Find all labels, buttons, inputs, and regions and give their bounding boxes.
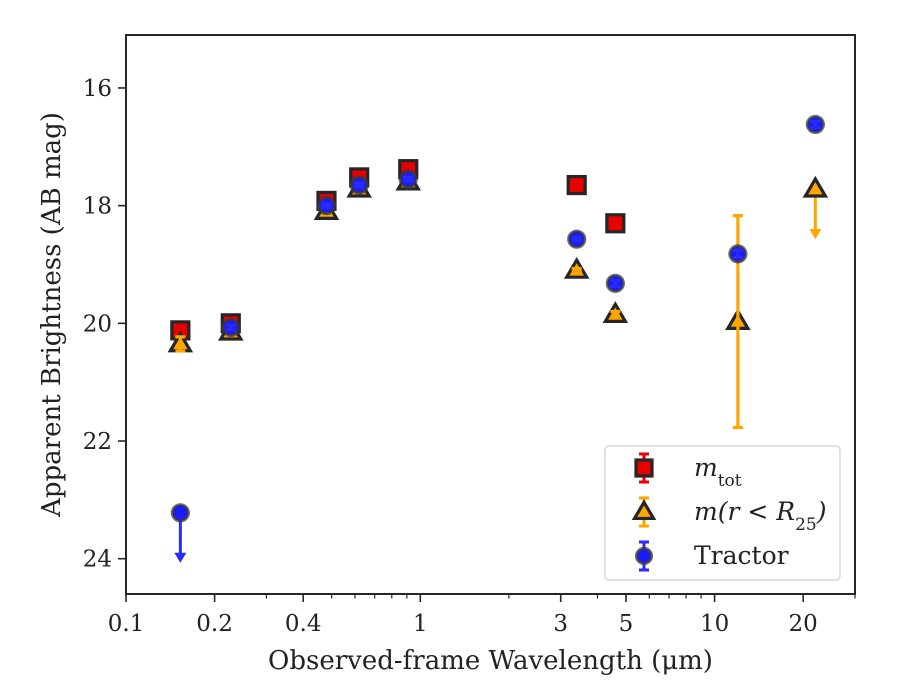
circle-point [170, 503, 190, 563]
error-bar [225, 323, 236, 332]
x-tick-label: 0.1 [108, 611, 145, 637]
legend-entry-mr25: m(r < R25) [631, 496, 826, 535]
triangle-point [563, 256, 590, 279]
data-series [167, 114, 829, 563]
circle-point [728, 244, 748, 264]
circle-point [605, 273, 625, 293]
error-bar [571, 267, 582, 274]
error-bar [571, 181, 582, 189]
error-bar [175, 335, 186, 353]
x-tick-label: 3 [553, 611, 568, 637]
x-tick-label: 20 [789, 611, 818, 637]
legend-label: mtot [694, 453, 742, 491]
axis-ticks: 0.1 0.2 0.4 1 3 5 10 20 16 18 20 22 24 [83, 76, 856, 637]
square-point [566, 174, 587, 196]
error-bar [571, 235, 582, 243]
legend-entry-tractor: Tractor [634, 540, 789, 572]
triangle-marker [802, 175, 829, 198]
y-axis-label: Apparent Brightness (AB mag) [37, 112, 67, 518]
circle-point [567, 229, 587, 249]
circle-point [221, 317, 241, 338]
circle-marker [170, 503, 190, 523]
series-tractor [170, 114, 825, 563]
legend: mtot m(r < R25) Tractor [604, 445, 841, 581]
plot-frame [125, 34, 856, 595]
error-bar [732, 248, 743, 260]
circle-point [805, 114, 825, 135]
error-bar [610, 278, 621, 288]
legend-label: Tractor [694, 541, 789, 570]
circle-point [316, 196, 337, 216]
legend-box [604, 445, 841, 581]
y-tick-label: 18 [83, 194, 112, 220]
square-point [605, 213, 626, 234]
circle-point [398, 169, 418, 189]
x-tick-label: 10 [700, 611, 729, 637]
legend-square-marker [634, 458, 654, 478]
legend-label-subscript: 25 [795, 515, 817, 535]
square-point [170, 320, 191, 341]
x-tick-label: 1 [413, 611, 428, 637]
x-tick-label: 0.2 [196, 611, 233, 637]
circle-point [349, 175, 369, 195]
triangle-point [802, 175, 829, 240]
legend-label-main: m(r < R [694, 497, 795, 526]
legend-entry-mtot: mtot [634, 452, 742, 491]
y-tick-label: 16 [83, 76, 112, 102]
legend-circle-marker [634, 546, 654, 566]
legend-label-main: m [694, 453, 718, 482]
y-tick-label: 24 [83, 547, 112, 573]
limit-arrow-head [809, 229, 822, 240]
y-tick-label: 22 [83, 429, 112, 455]
error-bar [610, 309, 621, 320]
y-tick-label: 20 [83, 311, 112, 337]
legend-label-subscript: tot [718, 471, 742, 491]
legend-triangle-marker [631, 499, 657, 521]
legend-label: m(r < R25) [694, 497, 826, 535]
error-bar [354, 181, 365, 189]
error-bar [321, 202, 332, 210]
triangle-point [602, 301, 629, 323]
error-bar [610, 219, 621, 227]
legend-label-main: Tractor [694, 541, 789, 570]
triangle-point [167, 330, 194, 353]
limit-arrow-head [174, 552, 187, 563]
x-axis-label: Observed-frame Wavelength (μm) [268, 646, 713, 676]
x-tick-label: 5 [619, 611, 634, 637]
error-bar [403, 175, 414, 183]
error-bar [810, 119, 821, 129]
legend-label-tail: ) [816, 497, 827, 526]
x-tick-label: 0.4 [285, 611, 322, 637]
